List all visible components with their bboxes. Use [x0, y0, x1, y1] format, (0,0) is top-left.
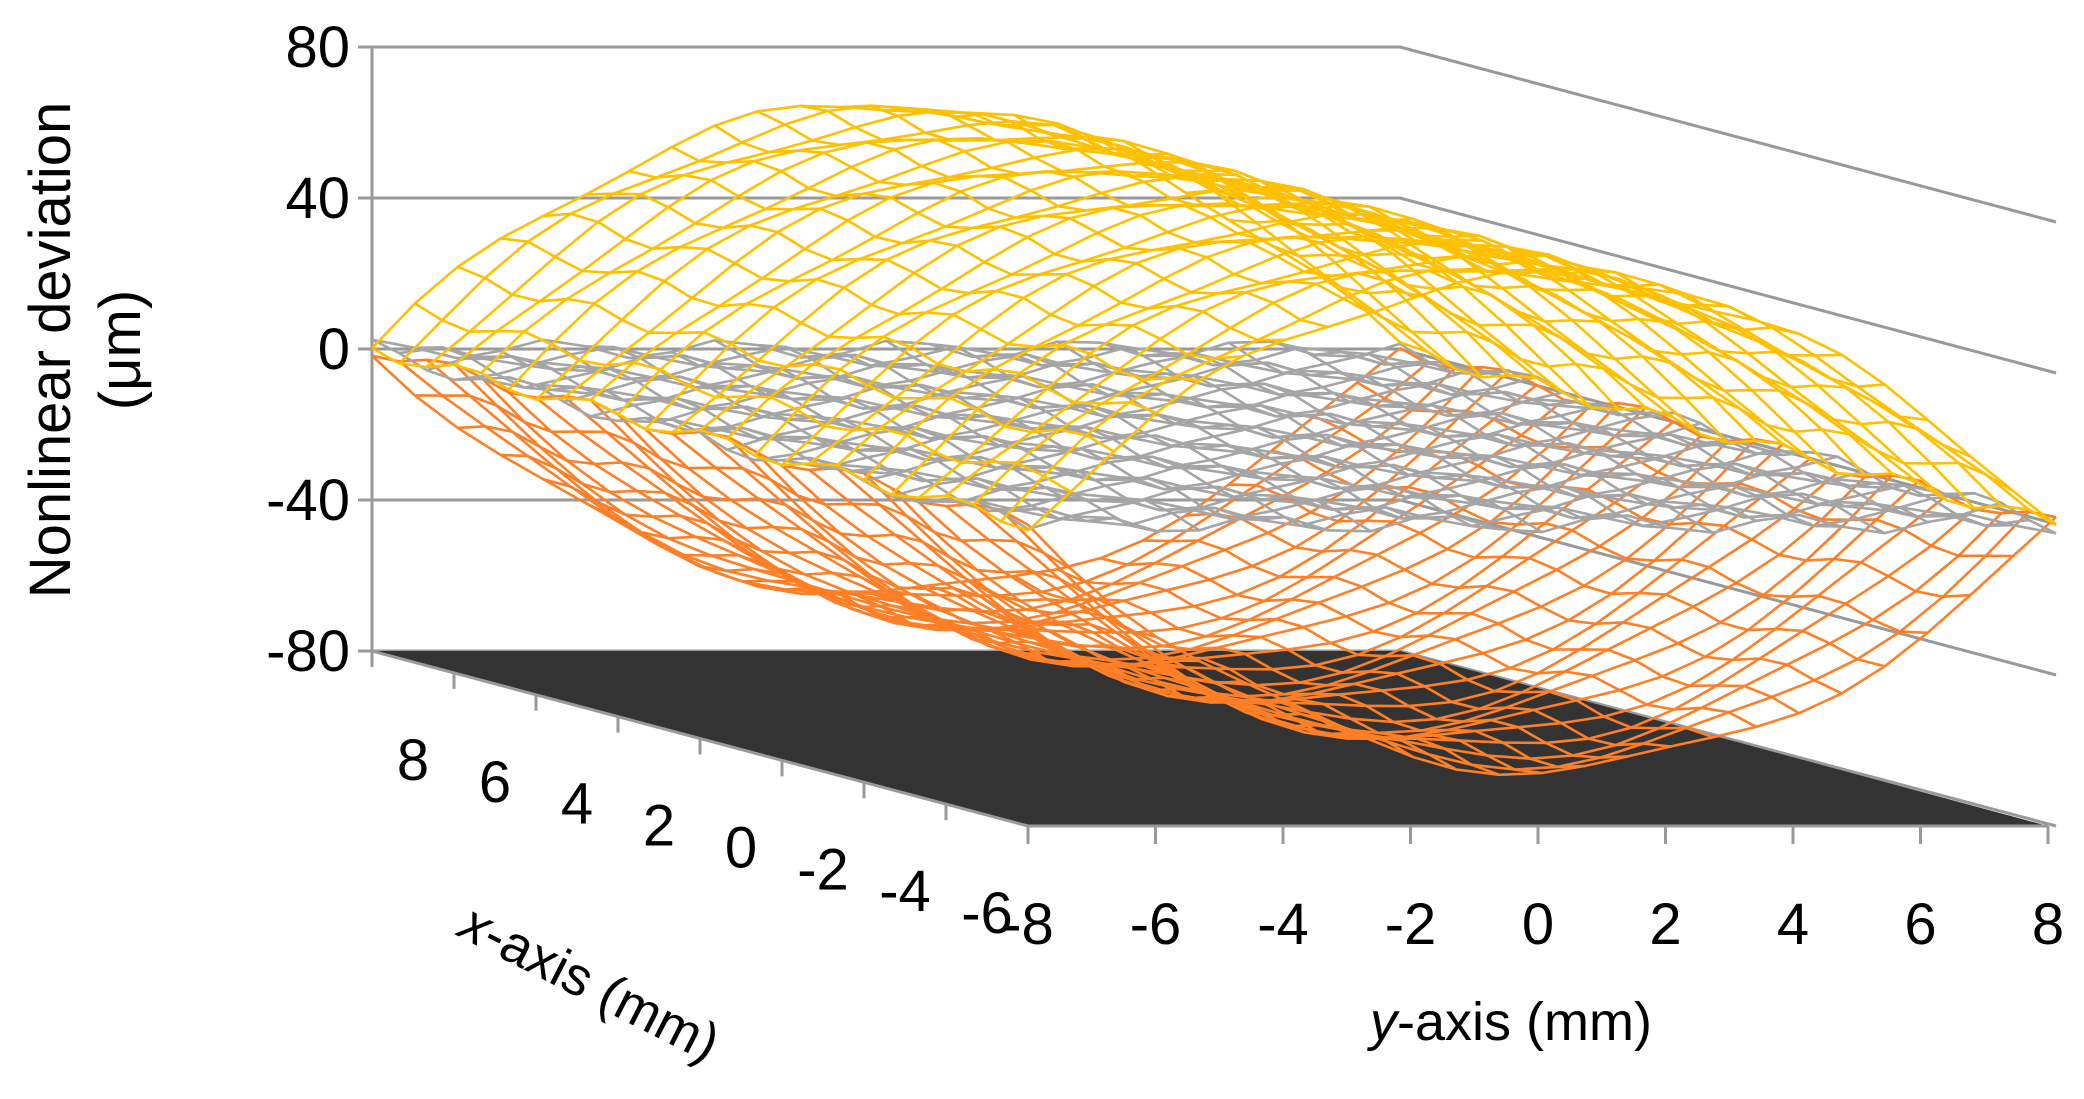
z-tick-label: 80	[285, 15, 350, 80]
surface-mesh-line-y	[971, 353, 1628, 520]
surface-mesh-line-y	[843, 104, 1500, 275]
y-tick-label: -4	[1257, 892, 1309, 957]
surface-mesh-line-y	[714, 124, 1372, 315]
z-axis-title-line2: (μm)	[88, 290, 153, 410]
surface-mesh-line-y	[800, 104, 1457, 285]
surface-mesh-line-y	[586, 192, 1243, 360]
surface-mesh-line-y	[1399, 341, 2057, 527]
surface-mesh-line-y	[543, 212, 1200, 382]
z-tick-label: 0	[318, 317, 350, 382]
gridline-z-80	[372, 45, 2057, 224]
surface-mesh-line-y	[1271, 340, 1929, 524]
y-tick-label: -8	[1002, 892, 1054, 957]
surface-mesh-line-y	[843, 592, 1500, 777]
surface-mesh-line-y	[1142, 351, 1800, 519]
surface-mesh-line-y	[1013, 113, 1672, 303]
surface-mesh-line-y	[542, 478, 1200, 663]
surface-mesh-line-y	[1013, 574, 1671, 748]
x-axis-title-rest: -axis (mm)	[475, 904, 729, 1073]
surface-mesh-line-y	[500, 237, 1157, 415]
x-tick-label: 6	[479, 750, 511, 815]
surface-mesh-line-y	[928, 584, 1585, 769]
surface-series-1	[371, 104, 2057, 532]
surface-mesh-line-y	[1185, 354, 1842, 528]
surface-series-group	[371, 104, 2057, 777]
z-tick-label: -40	[266, 468, 350, 533]
z-axis-title-line1: Nonlinear deviation	[18, 102, 83, 599]
surface-mesh-line-y	[1142, 539, 1800, 715]
surface-mesh-line-y	[971, 579, 1628, 759]
surface-mesh-line-y	[628, 169, 1286, 342]
surface-mesh-line-x	[917, 240, 1948, 502]
surface-mesh-line-y	[371, 346, 1029, 532]
x-tick-label: 0	[725, 815, 757, 880]
surface-mesh-line-y	[885, 589, 1543, 775]
surface-mesh-line-y	[928, 342, 1586, 521]
surface-mesh-line-y	[1399, 342, 2057, 535]
surface-mesh-line-y	[457, 424, 1115, 608]
y-tick-label: 2	[1649, 892, 1681, 957]
x-tick-label: 2	[643, 794, 675, 859]
surface-mesh-line-y	[671, 145, 1329, 329]
surface-mesh-line-y	[585, 502, 1243, 685]
surface-mesh-line-y	[714, 339, 1372, 533]
surface-mesh-line-y	[1228, 341, 1886, 535]
x-tick-label: 8	[397, 728, 429, 793]
surface-series-2	[371, 338, 2057, 535]
surface-mesh-line-y	[1099, 557, 1757, 729]
surface-mesh-line-y	[1314, 350, 1971, 518]
surface-mesh-line-y	[500, 453, 1157, 639]
x-tick-label: -2	[797, 837, 849, 902]
surface-mesh-line-y	[1014, 353, 1671, 530]
surface-mesh-line-y	[1056, 568, 1714, 739]
surface-series-3	[371, 346, 2057, 777]
surface-mesh-line-y	[1099, 341, 1757, 522]
z-tick-label: 40	[285, 166, 350, 231]
y-tick-label: -2	[1385, 892, 1437, 957]
y-tick-label: 6	[1904, 892, 1936, 957]
x-tick-label: -4	[879, 859, 931, 924]
surface-mesh-line-y	[1271, 244, 1928, 422]
surface-mesh-line-y	[414, 302, 1072, 493]
y-tick-label: -6	[1130, 892, 1182, 957]
chart-floor	[372, 651, 2048, 826]
floor-plane	[372, 651, 2048, 826]
y-axis-title-italic: y	[1366, 992, 1400, 1052]
y-tick-label: 8	[2032, 892, 2064, 957]
surface-mesh-line-y	[757, 585, 1415, 759]
x-tick-label: -6	[961, 881, 1013, 946]
x-axis-title: x-axis (mm)	[448, 891, 729, 1074]
surface-mesh-line-y	[1228, 218, 1885, 388]
surface-mesh-line-y	[756, 110, 1415, 300]
surface-mesh-line-y	[1185, 512, 1843, 695]
surface-mesh-line-y	[885, 339, 1543, 534]
surface-mesh-line-y	[1056, 340, 1714, 534]
surface-mesh-line-y	[1356, 301, 2014, 493]
y-tick-label: 4	[1777, 892, 1809, 957]
x-tick-label: 4	[561, 772, 593, 837]
y-axis-title-rest: -axis (mm)	[1397, 992, 1652, 1052]
surface-mesh-line-y	[414, 394, 1072, 571]
surface-mesh-line-y	[371, 338, 1029, 531]
y-tick-label: 0	[1522, 892, 1554, 957]
surface-mesh-line-y	[1313, 270, 1971, 458]
z-tick-label: -80	[266, 619, 350, 684]
y-axis-title: y-axis (mm)	[1366, 992, 1652, 1052]
surface-mesh-line-y	[457, 265, 1115, 453]
surface-mesh-line-y	[1228, 483, 1886, 668]
gridline-z-40	[372, 196, 2057, 375]
